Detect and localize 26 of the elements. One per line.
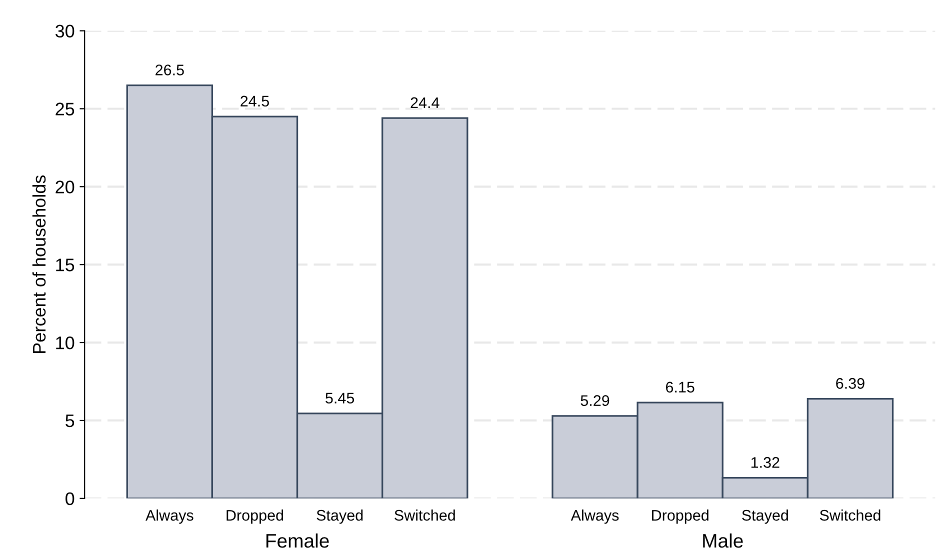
x-tick-label: Stayed [742, 510, 788, 524]
x-tick-label: Always [146, 510, 194, 524]
y-tick-label: 25 [56, 102, 74, 116]
y-tick-label: 20 [56, 180, 74, 194]
data-label: 6.15 [666, 382, 694, 393]
data-label: 24.4 [410, 97, 440, 108]
text: Male [703, 533, 743, 548]
x-tick-label: Switched [820, 510, 880, 521]
x-tick-label: Stayed [316, 510, 363, 524]
x-tick-label: Dropped [226, 510, 284, 524]
y-tick-label: 15 [56, 258, 74, 272]
y-tick-label: 5 [66, 414, 74, 428]
y-axis-title: Percent of households [32, 175, 46, 353]
y-tick-label: 0 [66, 492, 74, 506]
data-label: 26.5 [156, 64, 184, 76]
data-label: 5.29 [580, 395, 610, 406]
x-tick-label: Switched [394, 510, 455, 521]
text: Female [266, 533, 329, 548]
x-tick-label: Always [570, 510, 619, 524]
y-tick-label: 30 [55, 24, 74, 38]
data-label: 24.5 [240, 96, 269, 107]
data-label: 6.39 [836, 378, 864, 389]
data-label: 1.32 [751, 457, 780, 468]
data-label: 5.45 [326, 392, 354, 404]
y-tick-label: 10 [56, 336, 74, 350]
x-tick-label: Dropped [652, 510, 708, 524]
